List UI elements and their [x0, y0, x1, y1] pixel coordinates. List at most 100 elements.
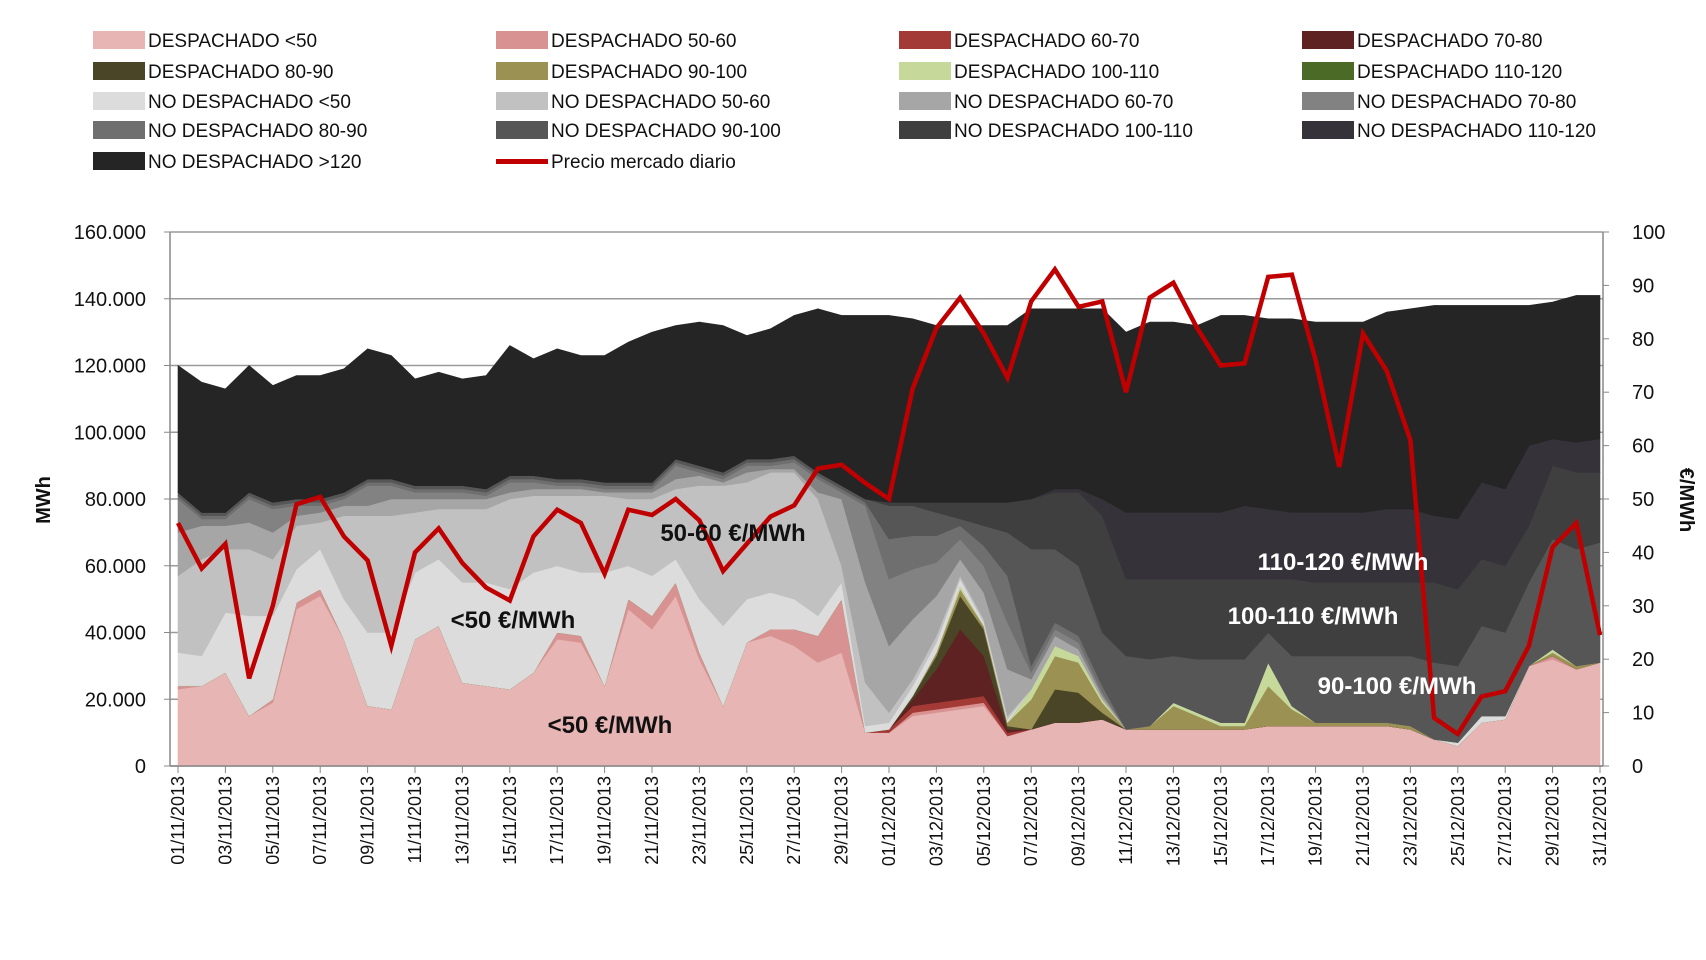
x-tick-label: 31/12/2013 — [1590, 776, 1610, 866]
legend-item-no-despachado-50-60: NO DESPACHADO 50-60 — [496, 92, 770, 113]
annotation-label: <50 €/MWh — [451, 607, 576, 634]
legend-item-no-despachado-100-110: NO DESPACHADO 100-110 — [899, 121, 1193, 142]
legend-item-precio-mercado-diario: Precio mercado diario — [496, 152, 736, 173]
legend-swatch — [899, 31, 951, 49]
legend-item-no-despachado-60-70: NO DESPACHADO 60-70 — [899, 92, 1173, 113]
legend-item-no-despachado-lt-50: NO DESPACHADO <50 — [93, 92, 351, 113]
x-tick-label: 13/12/2013 — [1163, 776, 1183, 866]
x-tick-label: 01/12/2013 — [879, 776, 899, 866]
legend-swatch — [93, 152, 145, 170]
annotation-label: <50 €/MWh — [548, 712, 673, 739]
x-tick-label: 29/11/2013 — [832, 776, 852, 865]
legend-item-despachado-90-100: DESPACHADO 90-100 — [496, 62, 747, 83]
y-axis-title-left: MWh — [33, 476, 55, 524]
legend-swatch — [1302, 62, 1354, 80]
annotation-label: 50-60 €/MWh — [660, 520, 805, 547]
legend-swatch — [1302, 31, 1354, 49]
legend-label: NO DESPACHADO 80-90 — [148, 121, 367, 142]
x-tick-label: 27/11/2013 — [784, 776, 804, 865]
y2-tick-label: 90 — [1632, 275, 1654, 297]
x-tick-label: 21/11/2013 — [642, 776, 662, 865]
legend-swatch — [93, 121, 145, 139]
x-tick-label: 05/11/2013 — [263, 776, 283, 865]
legend-item-despachado-70-80: DESPACHADO 70-80 — [1302, 31, 1543, 52]
y2-tick-label: 10 — [1632, 703, 1654, 725]
legend-label: DESPACHADO 70-80 — [1357, 31, 1543, 52]
y2-tick-label: 20 — [1632, 649, 1654, 671]
legend-item-despachado-100-110: DESPACHADO 100-110 — [899, 62, 1159, 83]
y-tick-label: 160.000 — [74, 222, 146, 244]
legend-label: NO DESPACHADO 60-70 — [954, 92, 1173, 113]
legend-item-despachado-110-120: DESPACHADO 110-120 — [1302, 62, 1562, 83]
y2-tick-label: 100 — [1632, 222, 1665, 244]
y2-tick-label: 80 — [1632, 329, 1654, 351]
legend-label: DESPACHADO 100-110 — [954, 62, 1159, 83]
legend-label: NO DESPACHADO >120 — [148, 152, 361, 173]
x-tick-label: 27/12/2013 — [1495, 776, 1515, 866]
x-tick-label: 13/11/2013 — [452, 776, 472, 865]
y2-tick-label: 40 — [1632, 542, 1654, 564]
y2-tick-label: 30 — [1632, 596, 1654, 618]
legend-label: Precio mercado diario — [551, 152, 736, 173]
x-tick-label: 11/12/2013 — [1116, 776, 1136, 865]
y2-tick-label: 70 — [1632, 382, 1654, 404]
legend-label: DESPACHADO 60-70 — [954, 31, 1140, 52]
stacked-areas — [177, 295, 1601, 767]
legend-label: DESPACHADO 80-90 — [148, 62, 334, 83]
legend-item-despachado-60-70: DESPACHADO 60-70 — [899, 31, 1140, 52]
legend-swatch — [93, 92, 145, 110]
y-tick-label: 100.000 — [74, 422, 146, 444]
legend-item-despachado-lt-50: DESPACHADO <50 — [93, 31, 317, 52]
y-tick-label: 140.000 — [74, 289, 146, 311]
area-no-despachado-gt-120 — [177, 295, 1601, 520]
legend-label: NO DESPACHADO 100-110 — [954, 121, 1193, 142]
legend-item-no-despachado-90-100: NO DESPACHADO 90-100 — [496, 121, 781, 142]
legend-item-no-despachado-gt-120: NO DESPACHADO >120 — [93, 152, 361, 173]
x-tick-label: 03/12/2013 — [926, 776, 946, 866]
x-tick-label: 19/12/2013 — [1306, 776, 1326, 866]
y-tick-label: 20.000 — [85, 689, 146, 711]
x-tick-label: 05/12/2013 — [974, 776, 994, 866]
legend-label: NO DESPACHADO 70-80 — [1357, 92, 1576, 113]
legend-swatch — [496, 62, 548, 80]
legend-swatch — [899, 92, 951, 110]
annotation-label: 100-110 €/MWh — [1228, 603, 1399, 630]
x-tick-label: 23/11/2013 — [689, 776, 709, 865]
legend-label: NO DESPACHADO 110-120 — [1357, 121, 1596, 142]
y2-tick-label: 0 — [1632, 756, 1643, 778]
x-tick-label: 11/11/2013 — [405, 776, 425, 863]
legend-swatch — [496, 92, 548, 110]
legend-swatch — [93, 62, 145, 80]
y2-tick-label: 60 — [1632, 436, 1654, 458]
y-tick-label: 120.000 — [74, 356, 146, 378]
price-line-group — [176, 265, 1603, 738]
legend-item-no-despachado-80-90: NO DESPACHADO 80-90 — [93, 121, 367, 142]
legend-label: DESPACHADO 110-120 — [1357, 62, 1562, 83]
legend-label: DESPACHADO 50-60 — [551, 31, 737, 52]
x-tick-label: 25/12/2013 — [1448, 776, 1468, 866]
x-tick-label: 23/12/2013 — [1400, 776, 1420, 866]
legend-item-despachado-80-90: DESPACHADO 80-90 — [93, 62, 334, 83]
x-tick-label: 15/11/2013 — [500, 776, 520, 865]
x-tick-label: 09/12/2013 — [1069, 776, 1089, 866]
x-tick-label: 15/12/2013 — [1211, 776, 1231, 866]
axes: 0 20.000 40.000 60.000 80.000 100.000 120.000 1… — [74, 222, 1666, 866]
legend-label: NO DESPACHADO 50-60 — [551, 92, 770, 113]
legend-item-no-despachado-110-120: NO DESPACHADO 110-120 — [1302, 121, 1596, 142]
legend-swatch — [899, 121, 951, 139]
x-tick-label: 17/11/2013 — [547, 776, 567, 865]
legend-swatch — [496, 121, 548, 139]
legend-line-swatch — [496, 159, 548, 164]
legend-swatch — [1302, 92, 1354, 110]
x-tick-label: 19/11/2013 — [595, 776, 615, 865]
x-tick-label: 07/12/2013 — [1021, 776, 1041, 866]
x-tick-label: 01/11/2013 — [168, 776, 188, 865]
legend-item-no-despachado-70-80: NO DESPACHADO 70-80 — [1302, 92, 1576, 113]
x-tick-label: 03/11/2013 — [215, 776, 235, 865]
legend-swatch — [496, 31, 548, 49]
y-axis-title-right: €/MWh — [1675, 468, 1697, 532]
x-tick-label: 29/12/2013 — [1543, 776, 1563, 866]
y-tick-label: 80.000 — [85, 489, 146, 511]
legend-label: DESPACHADO 90-100 — [551, 62, 747, 83]
